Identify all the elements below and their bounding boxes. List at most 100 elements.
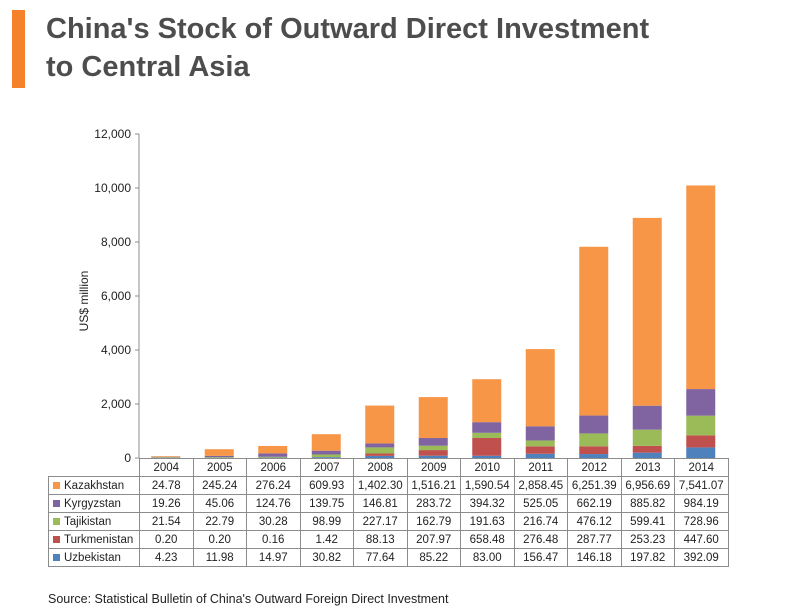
value-cell: 45.06	[192, 494, 247, 513]
value-cell: 4.23	[139, 548, 194, 567]
table-corner-cell	[48, 458, 140, 477]
bar-kazakhstan-2009	[418, 397, 448, 439]
legend-swatch	[53, 517, 60, 525]
bar-kazakhstan-2005	[204, 449, 234, 456]
bar-uzbekistan-2014	[686, 447, 716, 458]
bar-turkmenistan-2010	[472, 437, 502, 456]
data-table: 2004 2005 2006 2007 2008 2009 2010 2011 2012 2013…	[48, 458, 729, 567]
value-cell: 156.47	[513, 548, 568, 567]
table-row: Tajikistan 21.54 22.79 30.28 98.99 227.17 162.…	[48, 512, 729, 531]
value-cell: 21.54	[139, 512, 194, 531]
bar-turkmenistan-2013	[632, 445, 662, 453]
value-cell: 216.74	[513, 512, 568, 531]
bar-uzbekistan-2010	[472, 455, 502, 458]
value-cell: 609.93	[299, 476, 354, 495]
value-cell: 191.63	[460, 512, 515, 531]
legend-swatch	[53, 481, 60, 489]
series-label-cell: Kyrgyzstan	[48, 494, 140, 513]
value-cell: 139.75	[299, 494, 354, 513]
bar-tajikistan-2011	[525, 440, 555, 447]
series-label-cell: Turkmenistan	[48, 530, 140, 549]
legend-swatch	[53, 553, 60, 561]
bar-turkmenistan-2011	[525, 446, 555, 454]
value-cell: 283.72	[406, 494, 461, 513]
value-cell: 1.42	[299, 530, 354, 549]
bar-turkmenistan-2012	[579, 446, 609, 455]
series-name: Turkmenistan	[64, 533, 134, 546]
value-cell: 599.41	[620, 512, 675, 531]
value-cell: 2,858.45	[513, 476, 568, 495]
value-cell: 476.12	[567, 512, 622, 531]
bar-kyrgyzstan-2004	[151, 456, 181, 458]
value-cell: 146.81	[353, 494, 408, 513]
bar-kyrgyzstan-2013	[632, 405, 662, 430]
value-cell: 30.82	[299, 548, 354, 567]
value-cell: 245.24	[192, 476, 247, 495]
bar-turkmenistan-2009	[418, 450, 448, 456]
value-cell: 447.60	[674, 530, 729, 549]
value-cell: 162.79	[406, 512, 461, 531]
y-tick-label: 8,000	[101, 235, 131, 249]
series-name: Kyrgyzstan	[64, 497, 121, 510]
bar-kyrgyzstan-2010	[472, 422, 502, 433]
value-cell: 0.20	[139, 530, 194, 549]
value-cell: 11.98	[192, 548, 247, 567]
bar-tajikistan-2005	[204, 457, 234, 458]
bar-uzbekistan-2013	[632, 452, 662, 458]
year-header-cell: 2011	[513, 458, 568, 477]
value-cell: 0.20	[192, 530, 247, 549]
series-name: Tajikistan	[64, 515, 112, 528]
bar-kyrgyzstan-2009	[418, 438, 448, 446]
value-cell: 77.64	[353, 548, 408, 567]
y-tick-label: 2,000	[101, 397, 131, 411]
year-header-cell: 2014	[674, 458, 729, 477]
value-cell: 24.78	[139, 476, 194, 495]
y-tick-label: 10,000	[94, 181, 131, 195]
value-cell: 227.17	[353, 512, 408, 531]
bar-kyrgyzstan-2008	[365, 443, 395, 448]
year-header-cell: 2010	[460, 458, 515, 477]
y-tick-label: 12,000	[94, 127, 131, 141]
bar-kazakhstan-2013	[632, 217, 662, 406]
bar-kyrgyzstan-2006	[258, 453, 288, 457]
value-cell: 83.00	[460, 548, 515, 567]
value-cell: 1,402.30	[353, 476, 408, 495]
bar-turkmenistan-2008	[365, 453, 395, 456]
table-row: Uzbekistan 4.23 11.98 14.97 30.82 77.64 85.22 8…	[48, 548, 729, 567]
bar-kazakhstan-2014	[686, 185, 716, 390]
value-cell: 19.26	[139, 494, 194, 513]
series-name: Kazakhstan	[64, 479, 125, 492]
value-cell: 1,590.54	[460, 476, 515, 495]
bar-uzbekistan-2011	[525, 453, 555, 458]
year-header-cell: 2005	[192, 458, 247, 477]
value-cell: 88.13	[353, 530, 408, 549]
bar-kyrgyzstan-2007	[311, 450, 341, 455]
table-header-row: 2004 2005 2006 2007 2008 2009 2010 2011 2012 2013…	[48, 458, 729, 477]
bar-kazakhstan-2011	[525, 349, 555, 427]
bar-kazakhstan-2008	[365, 405, 395, 444]
value-cell: 276.48	[513, 530, 568, 549]
table-row: Turkmenistan 0.20 0.20 0.16 1.42 88.13 207.97 6…	[48, 530, 729, 549]
y-axis-title: US$ million	[77, 271, 91, 332]
bar-kyrgyzstan-2014	[686, 389, 716, 416]
bar-tajikistan-2007	[311, 454, 341, 458]
bar-kazakhstan-2006	[258, 445, 288, 454]
value-cell: 6,251.39	[567, 476, 622, 495]
series-name: Uzbekistan	[64, 551, 121, 564]
table-row: Kazakhstan 24.78 245.24 276.24 609.93 1,402.3…	[48, 476, 729, 495]
bar-kyrgyzstan-2005	[204, 455, 234, 458]
year-header-cell: 2013	[620, 458, 675, 477]
title-line-1: China's Stock of Outward Direct Investme…	[46, 13, 650, 45]
value-cell: 207.97	[406, 530, 461, 549]
legend-swatch	[53, 499, 60, 507]
value-cell: 658.48	[460, 530, 515, 549]
value-cell: 276.24	[246, 476, 301, 495]
bar-kyrgyzstan-2012	[579, 415, 609, 434]
bar-uzbekistan-2007	[311, 457, 341, 458]
bar-tajikistan-2012	[579, 433, 609, 447]
year-header-cell: 2009	[406, 458, 461, 477]
bar-uzbekistan-2008	[365, 455, 395, 458]
value-cell: 146.18	[567, 548, 622, 567]
value-cell: 98.99	[299, 512, 354, 531]
value-cell: 662.19	[567, 494, 622, 513]
